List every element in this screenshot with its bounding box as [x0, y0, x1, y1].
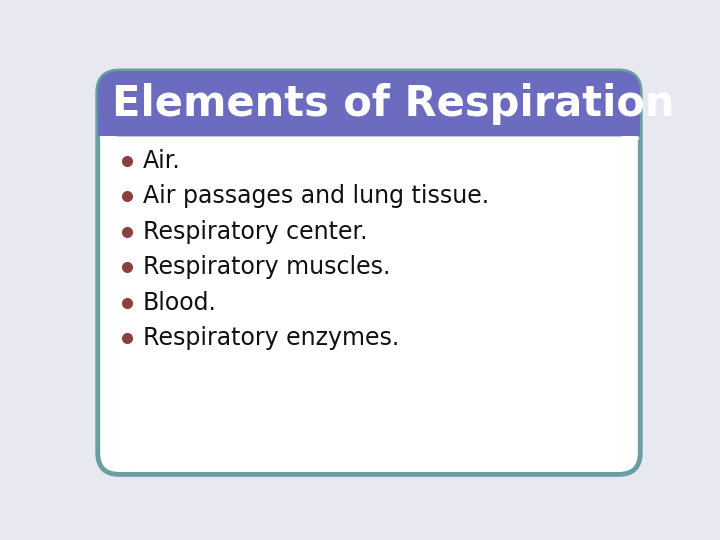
Polygon shape — [98, 113, 640, 137]
Text: Air.: Air. — [143, 149, 181, 173]
Text: Elements of Respiration: Elements of Respiration — [112, 83, 674, 125]
Text: Air passages and lung tissue.: Air passages and lung tissue. — [143, 185, 489, 208]
Text: Respiratory muscles.: Respiratory muscles. — [143, 255, 390, 279]
Text: Respiratory enzymes.: Respiratory enzymes. — [143, 326, 399, 350]
FancyBboxPatch shape — [98, 71, 640, 137]
FancyBboxPatch shape — [98, 71, 640, 475]
Text: Blood.: Blood. — [143, 291, 217, 315]
Text: Respiratory center.: Respiratory center. — [143, 220, 367, 244]
